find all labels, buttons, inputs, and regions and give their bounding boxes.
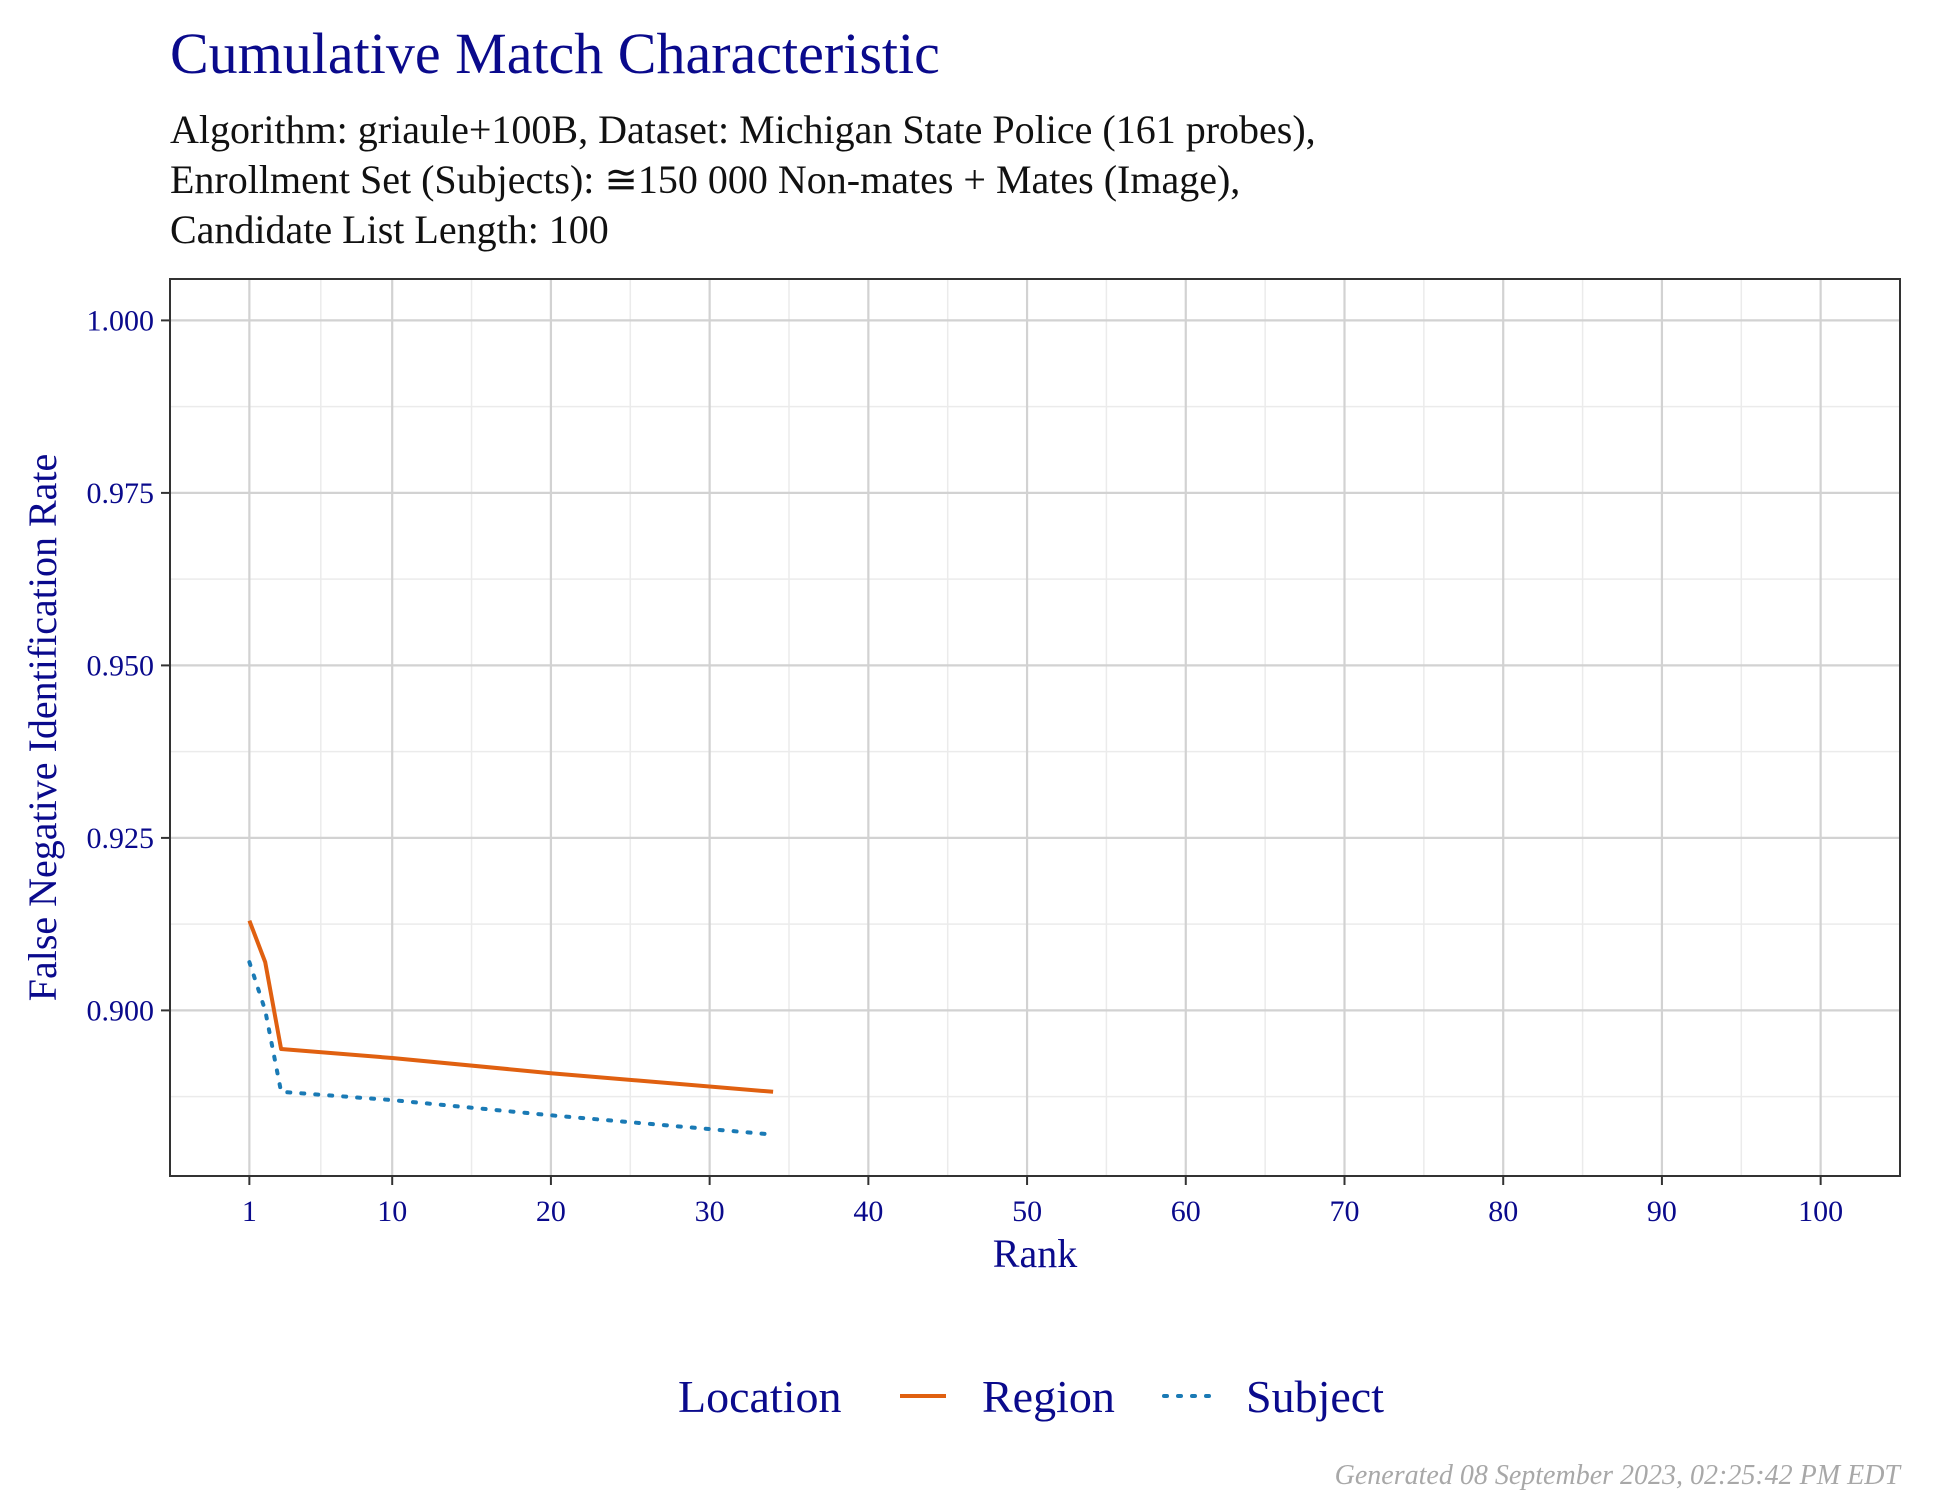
x-tick-label: 100 [1798, 1195, 1843, 1228]
x-axis-ticks: 1 10 20 30 40 50 60 70 80 90 100 [242, 1176, 1843, 1228]
x-tick-label: 40 [853, 1195, 883, 1228]
x-tick-label: 80 [1488, 1195, 1518, 1228]
series-line-region [247, 919, 774, 1094]
x-tick-label: 1 [242, 1195, 257, 1228]
x-tick-label: 50 [1012, 1195, 1042, 1228]
y-tick-label: 0.925 [87, 822, 155, 855]
y-tick-label: 0.950 [87, 649, 155, 682]
chart-subtitle-line-1: Algorithm: griaule+100B, Dataset: Michig… [170, 107, 1316, 152]
grid-minor [170, 279, 1900, 1176]
chart-subtitle-line-2: Enrollment Set (Subjects): ≅150 000 Non-… [170, 157, 1241, 202]
legend-title: Location [678, 1371, 842, 1422]
chart-subtitle-line-3: Candidate List Length: 100 [170, 207, 609, 252]
x-tick-label: 90 [1647, 1195, 1677, 1228]
x-tick-label: 70 [1329, 1195, 1359, 1228]
series-layer [247, 919, 776, 1137]
legend: Location Region Subject [678, 1371, 1384, 1422]
legend-label-region: Region [982, 1371, 1115, 1422]
plot-panel-border [169, 278, 1901, 1177]
grid-major [170, 279, 1900, 1176]
y-tick-label: 0.975 [87, 477, 155, 510]
y-tick-label: 1.000 [87, 304, 155, 337]
x-tick-label: 10 [377, 1195, 407, 1228]
x-axis-title: Rank [993, 1231, 1077, 1276]
y-axis-ticks: 0.900 0.925 0.950 0.975 1.000 [87, 304, 170, 1027]
series-line-subject [247, 960, 776, 1137]
y-axis-title: False Negative Identification Rate [20, 454, 65, 1002]
x-tick-label: 60 [1171, 1195, 1201, 1228]
x-tick-label: 30 [695, 1195, 725, 1228]
y-tick-label: 0.900 [87, 994, 155, 1027]
generated-timestamp: Generated 08 September 2023, 02:25:42 PM… [1334, 1460, 1900, 1491]
legend-label-subject: Subject [1246, 1371, 1384, 1422]
chart-title: Cumulative Match Characteristic [170, 21, 940, 86]
x-tick-label: 20 [536, 1195, 566, 1228]
